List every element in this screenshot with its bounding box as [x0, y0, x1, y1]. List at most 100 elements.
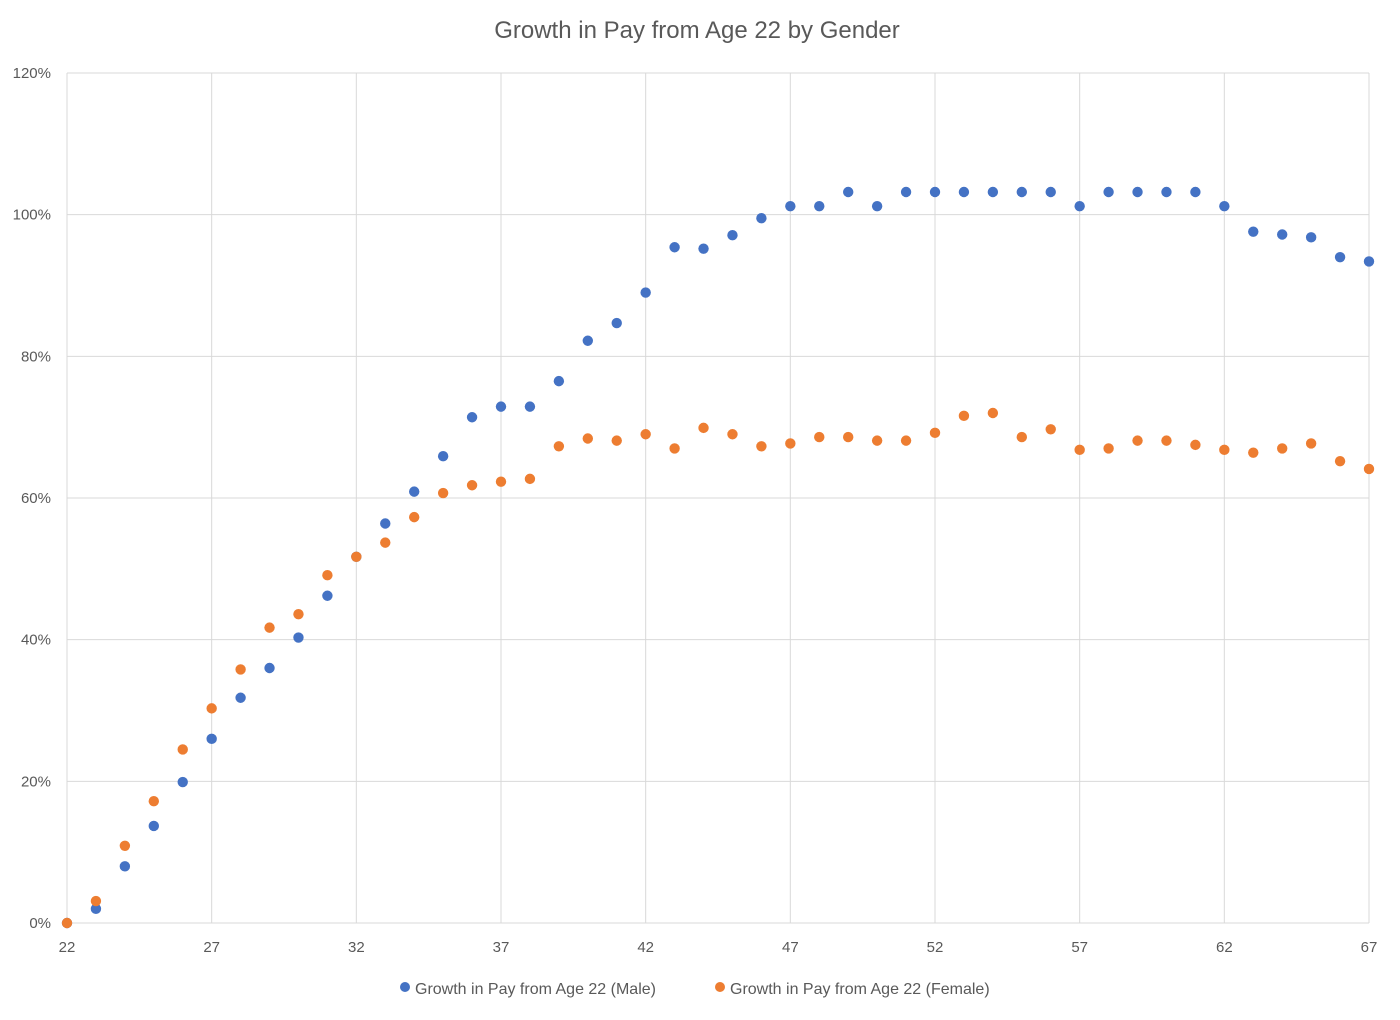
- data-point: [814, 431, 825, 443]
- data-point: [698, 422, 709, 434]
- data-point: [466, 412, 478, 423]
- data-point: [351, 551, 362, 562]
- data-point: [553, 375, 565, 387]
- data-point: [900, 435, 912, 446]
- data-point: [958, 186, 970, 198]
- data-point: [148, 820, 159, 832]
- data-point: [1103, 443, 1114, 454]
- data-point: [206, 703, 217, 714]
- data-point: [814, 200, 825, 212]
- data-point: [1074, 444, 1085, 456]
- data-point: [1334, 455, 1346, 467]
- data-point: [1363, 256, 1375, 267]
- data-point: [524, 401, 536, 412]
- y-tick-label: 120%: [13, 65, 51, 82]
- data-point: [1248, 447, 1259, 458]
- data-point: [1132, 435, 1143, 446]
- data-point: [1219, 444, 1230, 456]
- data-point: [1074, 200, 1085, 212]
- data-point: [380, 518, 391, 529]
- data-point: [322, 570, 333, 581]
- y-tick-label: 100%: [13, 207, 51, 224]
- data-point: [843, 431, 854, 443]
- data-point: [582, 335, 593, 346]
- data-point: [727, 230, 738, 241]
- data-point: [61, 917, 73, 929]
- data-point: [843, 186, 854, 198]
- data-point: [437, 487, 449, 499]
- data-point: [1132, 186, 1143, 198]
- data-point: [1305, 438, 1317, 449]
- y-tick-label: 80%: [21, 348, 51, 365]
- legend-label: Growth in Pay from Age 22 (Male): [415, 981, 656, 998]
- data-point: [177, 744, 188, 755]
- data-point: [1190, 439, 1201, 451]
- data-point: [929, 186, 941, 198]
- legend-marker: [715, 982, 725, 992]
- data-point: [929, 427, 941, 439]
- data-point: [495, 401, 507, 412]
- legend-marker: [400, 982, 410, 992]
- data-point: [119, 861, 131, 872]
- data-point: [900, 186, 912, 198]
- data-point: [1248, 226, 1259, 237]
- data-point: [206, 733, 217, 745]
- data-point: [756, 213, 767, 224]
- x-tick-label: 32: [348, 939, 365, 956]
- data-point: [582, 433, 593, 444]
- data-point: [785, 438, 796, 449]
- data-point: [1190, 186, 1201, 198]
- data-point: [524, 473, 536, 485]
- data-point: [1277, 229, 1288, 240]
- data-point: [987, 186, 999, 198]
- data-point: [1219, 200, 1230, 212]
- data-point: [437, 451, 449, 462]
- data-point: [698, 243, 709, 254]
- data-point: [871, 200, 883, 212]
- data-point: [264, 662, 275, 674]
- data-point: [380, 537, 391, 548]
- data-point: [640, 287, 651, 298]
- data-point: [409, 511, 420, 523]
- data-point: [1161, 435, 1172, 446]
- data-point: [1305, 232, 1317, 243]
- data-point: [1016, 431, 1027, 443]
- data-point: [611, 435, 622, 446]
- x-tick-label: 37: [493, 939, 510, 956]
- y-tick-label: 40%: [21, 632, 51, 649]
- data-point: [785, 200, 796, 212]
- x-tick-label: 22: [59, 939, 76, 956]
- x-tick-label: 47: [782, 939, 799, 956]
- data-point: [669, 443, 680, 454]
- y-tick-label: 20%: [21, 773, 51, 790]
- data-point: [1161, 186, 1172, 198]
- tick-labels: 0% 20% 40% 60% 80% 100% 120% 22 27 32 37 42 47 52 57 62…: [13, 65, 1378, 956]
- data-point: [119, 840, 131, 851]
- x-tick-label: 52: [927, 939, 944, 956]
- data-point: [1277, 443, 1288, 454]
- data-point: [90, 895, 102, 907]
- x-tick-label: 57: [1071, 939, 1088, 956]
- data-point: [235, 664, 246, 675]
- data-point: [1363, 463, 1375, 475]
- data-point: [987, 407, 999, 419]
- x-tick-label: 27: [203, 939, 220, 956]
- data-point: [1334, 251, 1346, 263]
- data-point: [553, 441, 565, 452]
- x-tick-label: 67: [1361, 939, 1378, 956]
- data-point: [611, 317, 622, 329]
- data-point: [1016, 186, 1027, 198]
- data-point: [264, 622, 275, 633]
- data-point: [293, 608, 304, 620]
- data-point: [756, 441, 767, 452]
- data-point: [90, 903, 102, 915]
- legend: Growth in Pay from Age 22 (Male) Growth i…: [400, 981, 990, 998]
- data-point: [727, 429, 738, 440]
- data-point: [1103, 186, 1114, 198]
- data-point: [148, 795, 159, 807]
- data-point: [322, 590, 333, 601]
- data-point: [495, 476, 507, 487]
- y-tick-label: 0%: [29, 915, 51, 932]
- y-tick-label: 60%: [21, 490, 51, 507]
